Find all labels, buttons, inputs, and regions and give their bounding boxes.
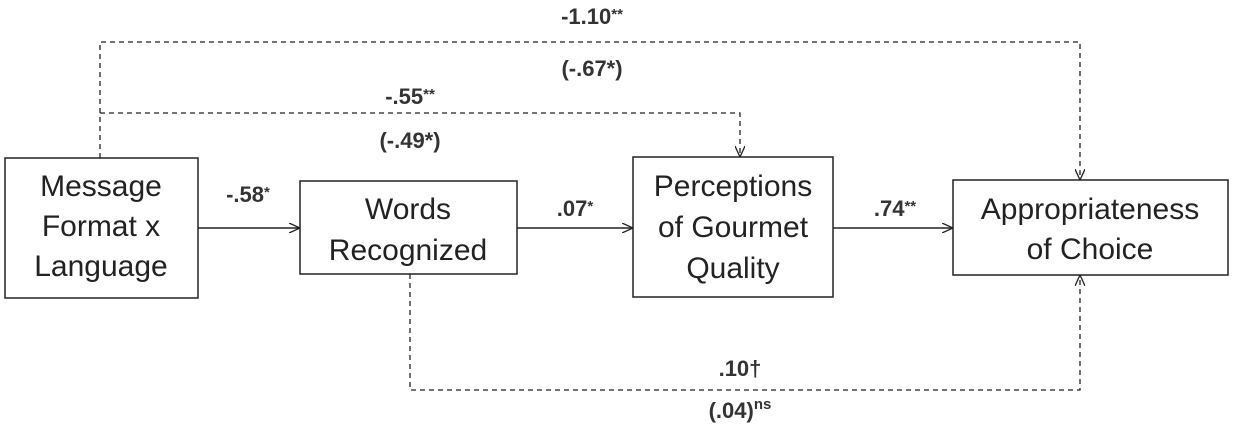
node: Perceptions of Gourmet Quality: [632, 156, 834, 298]
edge-label: .10†: [719, 356, 762, 381]
dashed-arrow: [100, 112, 740, 157]
sig: **: [904, 198, 916, 215]
node-box: [632, 156, 834, 298]
node-box: [4, 157, 199, 299]
node: Words Recognized: [299, 180, 518, 275]
edge-label: -1.10**: [561, 4, 623, 29]
node-label: of Gourmet: [658, 211, 809, 244]
dashed-arrow: [409, 274, 1080, 391]
edge-label: -.58*: [226, 182, 270, 207]
sig: **: [423, 86, 435, 103]
edge-label: -.55**: [385, 84, 435, 109]
node: Message Format x Language: [4, 157, 199, 299]
node: Appropriateness of Choice: [952, 179, 1229, 276]
node-label: Appropriateness: [981, 193, 1199, 226]
edge-label-paren: (-.67*): [561, 56, 622, 81]
dashed-arrow: [99, 41, 1080, 180]
node-label: of Choice: [1027, 233, 1154, 266]
node-label: Words: [365, 193, 451, 226]
coef: .07: [557, 196, 588, 221]
sig: ns: [754, 396, 772, 413]
node-box: [299, 180, 518, 275]
node-label: Format x: [42, 210, 160, 243]
sig: **: [611, 6, 623, 23]
node-label: Perceptions: [654, 170, 812, 203]
edge-label: .74**: [874, 196, 916, 221]
edge-label-paren: (-.49*): [379, 128, 440, 153]
node-box: [952, 179, 1229, 276]
coef: -1.10: [561, 4, 611, 29]
coef: .74: [874, 196, 905, 221]
paren: (.04): [709, 398, 754, 423]
sig: *: [587, 198, 593, 215]
coef: -.55: [385, 84, 423, 109]
node-label: Quality: [686, 252, 779, 285]
coef: -.58: [226, 182, 264, 207]
node-label: Recognized: [329, 234, 487, 267]
node-label: Language: [34, 250, 167, 283]
edge-label: .07*: [557, 196, 594, 221]
node-label: Message: [40, 170, 162, 203]
edge-label-paren: (.04)ns: [709, 396, 772, 423]
sig: *: [264, 184, 270, 201]
